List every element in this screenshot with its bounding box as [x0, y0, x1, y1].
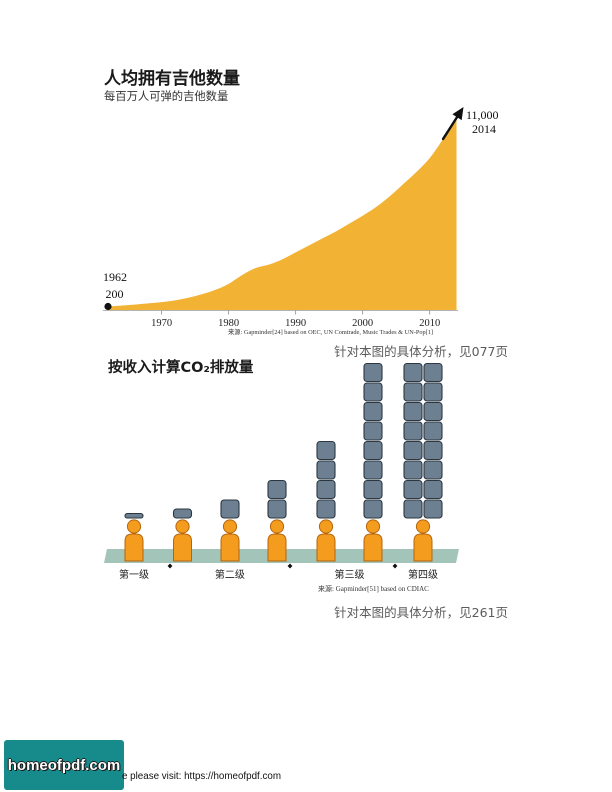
income-level-label: 第三级 — [335, 568, 365, 581]
visit-link[interactable]: e please visit: https://homeofpdf.com — [122, 771, 282, 782]
person-icon — [220, 519, 240, 562]
start-year-label: 1962 — [103, 270, 127, 284]
co2-block-icon — [363, 499, 383, 519]
chart-source: 来源: Gapminder[51] based on CDIAC — [318, 584, 429, 593]
co2-block-icon — [403, 401, 423, 422]
co2-block-icon — [363, 401, 383, 422]
person-icon — [316, 519, 336, 562]
co2-block-icon — [316, 440, 336, 461]
logo-text: homeofpdf.com — [7, 756, 121, 774]
co2-block-icon — [423, 382, 443, 402]
person-head — [415, 519, 431, 534]
co2-block-icon — [403, 499, 423, 519]
person-body — [267, 533, 287, 562]
co2-block-icon — [363, 421, 383, 441]
area-series — [108, 118, 457, 310]
person-with-emissions — [267, 479, 287, 562]
person-body — [173, 533, 192, 562]
person-icon — [267, 519, 287, 562]
person-head — [365, 519, 381, 534]
guitar-chart: 人均拥有吉他数量 每百万人可弹的吉他数量 1970 1980 1990 2000 201… — [103, 68, 499, 336]
person-icon — [363, 519, 383, 562]
people-row — [124, 362, 443, 562]
trend-arrow-line — [441, 115, 459, 141]
person-body — [316, 533, 336, 562]
page-reference-note: 针对本图的具体分析，见077页 — [334, 344, 508, 359]
level-separator — [167, 563, 173, 569]
co2-block-icon — [220, 499, 240, 519]
co2-block-icon — [363, 382, 383, 402]
co2-block-icon — [316, 499, 336, 519]
person-body — [413, 533, 433, 562]
person-with-emissions — [403, 362, 443, 562]
co2-block-icon — [363, 479, 383, 500]
co2-block-icon — [403, 479, 423, 500]
co2-block-icon — [423, 440, 443, 461]
chart-title: 人均拥有吉他数量 — [104, 68, 240, 89]
person-head — [269, 519, 285, 534]
co2-block-icon — [423, 421, 443, 441]
co2-chart: 按收入计算CO₂排放量 第一级 第二级 第三级 第四级 来源: Gapminder[5… — [104, 358, 459, 593]
co2-block-icon — [316, 460, 336, 480]
person-head — [222, 519, 238, 534]
co2-block-icon — [403, 362, 423, 383]
person-body — [124, 533, 144, 562]
income-level-labels: 第一级 第二级 第三级 第四级 — [119, 568, 438, 581]
plot-area — [104, 107, 464, 311]
person-body — [220, 533, 240, 562]
co2-block-icon — [403, 421, 423, 441]
co2-block-icon — [423, 499, 443, 519]
co2-block-icon — [423, 401, 443, 422]
person-body — [363, 533, 383, 562]
co2-block-icon — [363, 440, 383, 461]
co2-block-icon — [363, 362, 383, 383]
person-head — [126, 519, 142, 534]
person-with-emissions — [124, 512, 144, 562]
x-axis-ticks: 1970 1980 1990 2000 2010 — [151, 310, 440, 329]
start-point-marker — [104, 302, 112, 311]
chart-title: 按收入计算CO₂排放量 — [108, 358, 254, 376]
arrowhead-icon — [452, 107, 464, 121]
person-with-emissions — [172, 508, 193, 562]
co2-block-icon — [124, 512, 144, 519]
co2-block-icon — [423, 460, 443, 480]
co2-block-icon — [267, 499, 287, 519]
x-tick-label: 2010 — [419, 318, 440, 329]
income-level-label: 第二级 — [215, 568, 245, 581]
x-tick-label: 1980 — [218, 318, 239, 329]
co2-block-icon — [423, 362, 443, 383]
person-head — [318, 519, 334, 534]
level-separator — [287, 563, 293, 569]
chart-source: 来源: Gapminder[24] based on OEC, UN Comtr… — [228, 327, 433, 336]
person-icon — [173, 519, 192, 562]
x-tick-label: 2000 — [352, 318, 373, 329]
co2-block-icon — [267, 479, 287, 500]
start-value-label: 200 — [106, 287, 124, 301]
site-logo[interactable]: homeofpdf.com — [4, 740, 124, 790]
x-tick-label: 1970 — [151, 318, 172, 329]
level-separator — [392, 563, 398, 569]
x-tick-label: 1990 — [285, 318, 306, 329]
income-level-label: 第一级 — [119, 568, 149, 581]
person-with-emissions — [316, 440, 336, 562]
person-head — [175, 519, 190, 534]
co2-block-icon — [172, 508, 193, 519]
co2-block-icon — [363, 460, 383, 480]
income-level-label: 第四级 — [408, 568, 438, 581]
co2-block-icon — [403, 440, 423, 461]
person-with-emissions — [363, 362, 383, 562]
chart-subtitle: 每百万人可弹的吉他数量 — [104, 89, 228, 103]
end-value-label: 11,000 — [466, 108, 499, 122]
person-icon — [124, 519, 144, 562]
co2-block-icon — [403, 382, 423, 402]
page-reference-note: 针对本图的具体分析，见261页 — [334, 605, 508, 620]
level-separators — [167, 563, 398, 569]
person-with-emissions — [220, 499, 240, 562]
co2-block-icon — [316, 479, 336, 500]
co2-block-icon — [403, 460, 423, 480]
person-icon — [413, 519, 433, 562]
end-year-label: 2014 — [472, 122, 496, 136]
co2-block-icon — [423, 479, 443, 500]
